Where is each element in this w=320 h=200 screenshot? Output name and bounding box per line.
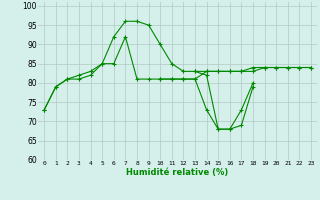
X-axis label: Humidité relative (%): Humidité relative (%) bbox=[126, 168, 229, 177]
